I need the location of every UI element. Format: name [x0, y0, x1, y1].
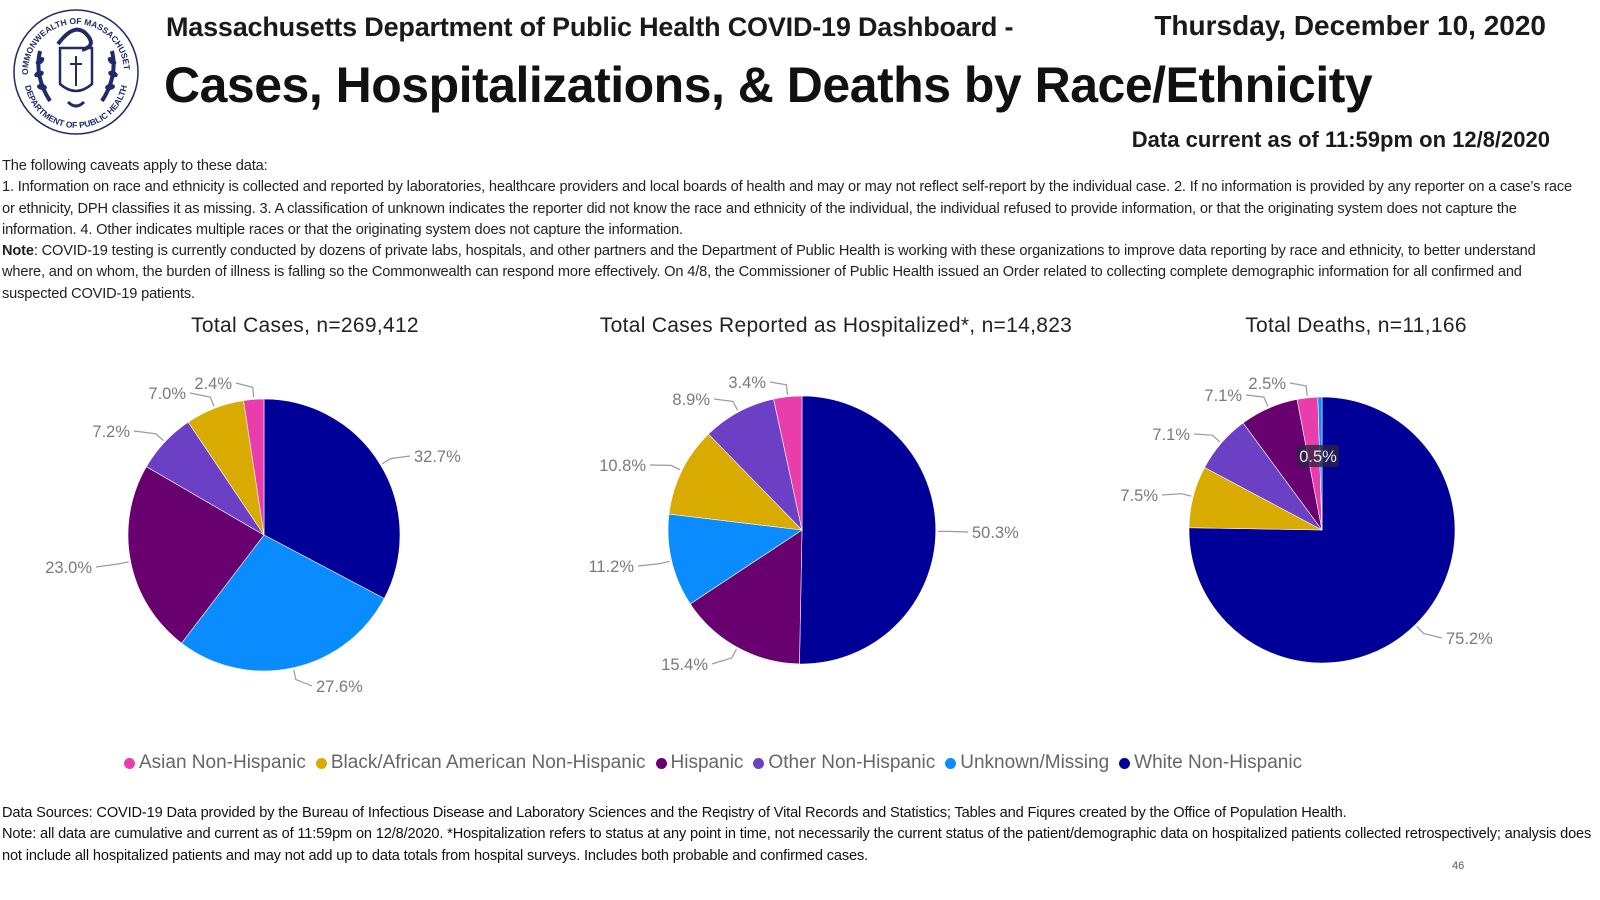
legend-dot-icon: [315, 757, 327, 769]
leader-line: [1245, 394, 1269, 407]
legend-label: Asian Non-Hispanic: [139, 752, 306, 773]
data-label: 7.2%: [92, 423, 130, 441]
caveats-note: Note: COVID-19 testing is currently cond…: [2, 241, 1582, 305]
footer-notes: Data Sources: COVID-19 Data provided by …: [2, 803, 1592, 867]
legend-dot-icon: [124, 757, 135, 769]
pie-charts: 32.7% 27.6% 23.0% 7.2% 7.0% 2.4% 50.3% 15.4% 11.…: [45, 374, 1493, 696]
legend-label: Black/African American Non-Hispanic: [330, 752, 646, 773]
chart-title-hospitalized: Total Cases Reported as Hospitalized*, n…: [599, 314, 1073, 337]
leader-line: [95, 561, 129, 568]
data-label-tooltip: [1297, 445, 1339, 467]
data-label: 3.4%: [728, 374, 766, 392]
note-label: Note: [2, 243, 34, 260]
chart-title-deaths: Total Deaths, n=11,166: [1245, 314, 1467, 337]
legend-item[interactable]: Hispanic: [655, 752, 744, 774]
leader-line: [713, 398, 739, 411]
legend-label: Hispanic: [670, 752, 744, 773]
leader-line: [1161, 493, 1192, 497]
pie-slice[interactable]: [181, 534, 385, 672]
leader-line: [637, 560, 670, 567]
legend-dot-icon: [753, 757, 765, 769]
chart-title-cases: Total Cases, n=269,412: [191, 314, 419, 337]
data-label: 15.4%: [661, 656, 708, 674]
leader-line: [769, 381, 789, 395]
legend-item[interactable]: White Non-Hispanic: [1119, 752, 1302, 774]
data-label: 8.9%: [672, 391, 710, 409]
leader-line: [189, 392, 215, 407]
footer-note: Note: all data are cumulative and curren…: [2, 826, 1592, 864]
legend-dot-icon: [945, 757, 957, 769]
data-label: 23.0%: [45, 559, 92, 577]
leader-line: [381, 455, 411, 465]
data-label: 50.3%: [972, 524, 1019, 542]
legend-item[interactable]: Unknown/Missing: [945, 752, 1109, 774]
data-label: 2.5%: [1248, 375, 1286, 393]
pie-slice[interactable]: [667, 513, 803, 605]
data-label: 7.5%: [1120, 487, 1158, 505]
legend-dot-icon: [1119, 757, 1131, 769]
page-title: Cases, Hospitalizations, & Deaths by Rac…: [164, 57, 1373, 113]
data-label: 75.2%: [1446, 630, 1493, 648]
pie-chart-1: 50.3% 15.4% 11.2% 10.8% 8.9% 3.4%: [588, 374, 1019, 674]
pie-chart-0: 32.7% 27.6% 23.0% 7.2% 7.0% 2.4%: [45, 375, 461, 696]
page-number: 46: [1452, 860, 1465, 872]
legend-label: Unknown/Missing: [960, 752, 1110, 773]
legend-item[interactable]: Asian Non-Hispanic: [124, 752, 306, 774]
caveats-body: 1. Information on race and ethnicity is …: [2, 179, 1572, 238]
dashboard-org-title: Massachusetts Department of Public Healt…: [166, 12, 1014, 42]
pie-slice[interactable]: [243, 398, 265, 536]
data-label: 27.6%: [316, 678, 363, 696]
footer-data-sources: Data Sources: COVID-19 Data provided by …: [2, 805, 1347, 821]
legend-item[interactable]: Other Non-Hispanic: [753, 752, 935, 774]
data-label: 7.0%: [148, 385, 186, 403]
data-label: 0.5%: [1299, 448, 1337, 466]
leader-line: [649, 464, 681, 471]
leader-line: [235, 382, 255, 398]
pie-chart-2: 75.2% 7.5% 7.1% 7.1% 2.5% 0.5%: [1120, 375, 1493, 664]
leader-line: [711, 648, 738, 665]
note-text: : COVID-19 testing is currently conducte…: [2, 243, 1536, 302]
legend-dot-icon: [655, 757, 667, 769]
report-date: Thursday, December 10, 2020: [1154, 10, 1546, 41]
pie-slice[interactable]: [127, 466, 265, 644]
leader-line: [937, 530, 969, 533]
pie-slice[interactable]: [689, 529, 803, 665]
dph-seal-logo: COMMONWEALTH OF MASSACHUSETTS DEPARTMENT…: [10, 6, 139, 135]
caveats-block: The following caveats apply to these dat…: [2, 156, 1582, 305]
leader-line: [1193, 433, 1221, 443]
data-label: 10.8%: [599, 457, 646, 475]
data-current-note: Data current as of 11:59pm on 12/8/2020: [1131, 127, 1550, 152]
leader-line: [1416, 625, 1443, 639]
legend-label: White Non-Hispanic: [1134, 752, 1303, 773]
legend-label: Other Non-Hispanic: [768, 752, 936, 773]
pie-slice[interactable]: [799, 395, 937, 665]
pie-slice[interactable]: [773, 395, 803, 531]
legend-item[interactable]: Black/African American Non-Hispanic: [315, 752, 646, 774]
caveats-intro: The following caveats apply to these dat…: [2, 158, 268, 174]
chart-legend: Asian Non-Hispanic Black/African American…: [124, 752, 1302, 774]
leader-line: [133, 430, 164, 442]
leader-line: [293, 669, 313, 687]
leader-line: [1289, 382, 1308, 396]
data-label: 11.2%: [588, 558, 634, 576]
pie-slice[interactable]: [263, 398, 401, 599]
data-label: 7.1%: [1204, 387, 1242, 405]
data-label: 7.1%: [1152, 426, 1190, 444]
pie-slice[interactable]: [668, 433, 803, 531]
data-label: 2.4%: [194, 375, 232, 393]
data-label: 32.7%: [414, 448, 461, 466]
